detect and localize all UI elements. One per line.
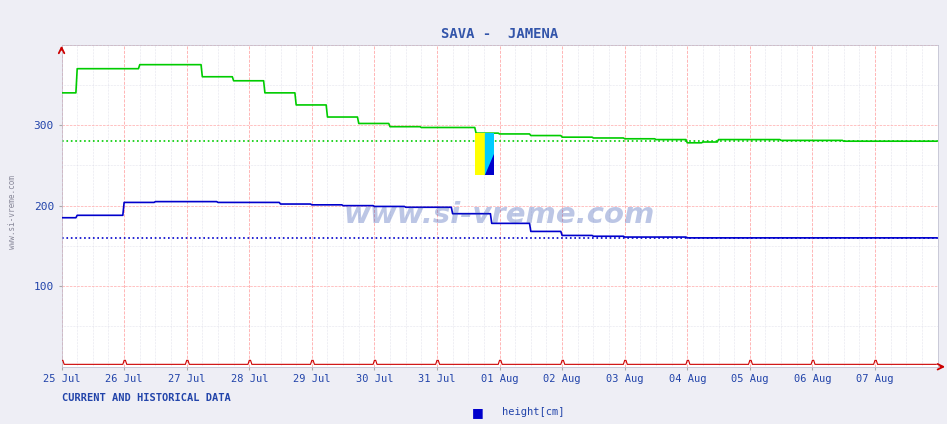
Polygon shape bbox=[485, 133, 494, 175]
Text: www.si-vreme.com: www.si-vreme.com bbox=[8, 175, 17, 249]
Polygon shape bbox=[485, 154, 494, 175]
Text: CURRENT AND HISTORICAL DATA: CURRENT AND HISTORICAL DATA bbox=[62, 393, 230, 403]
Title: SAVA -  JAMENA: SAVA - JAMENA bbox=[441, 27, 558, 41]
Text: height[cm]: height[cm] bbox=[502, 407, 564, 417]
Text: www.si-vreme.com: www.si-vreme.com bbox=[344, 201, 655, 229]
Text: ■: ■ bbox=[473, 406, 484, 418]
Bar bbox=[475, 133, 485, 175]
